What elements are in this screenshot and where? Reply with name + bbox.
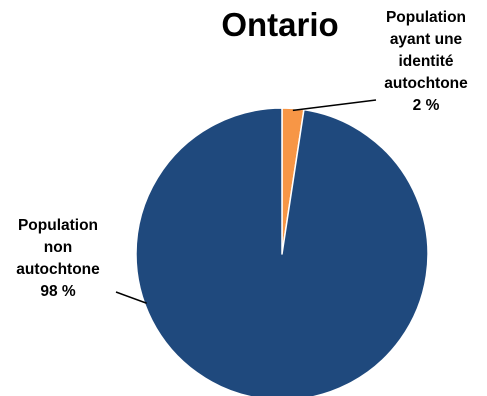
leader-lines (115, 99, 377, 304)
data-label-non-aboriginal-line-2: non (43, 239, 73, 256)
data-label-non-aboriginal-percent: 98 % (40, 283, 76, 300)
data-label-non-aboriginal-line-1: Population (17, 217, 99, 234)
data-label-aboriginal-line-3: identité (398, 53, 454, 70)
leader-line-aboriginal (292, 99, 377, 112)
leader-line-non-aboriginal (115, 291, 147, 304)
pie-slice-non-aboriginal (135, 107, 429, 396)
data-label-non-aboriginal-line-3: autochtone (16, 261, 100, 278)
data-label-aboriginal-percent: 2 % (412, 97, 440, 114)
data-label-aboriginal-line-2: ayant une (389, 31, 463, 48)
data-label-non-aboriginal: Population non autochtone 98 % (0, 215, 116, 303)
pie-slices (135, 107, 429, 396)
data-label-aboriginal: Population ayant une identité autochtone… (365, 7, 487, 117)
chart-title: Ontario (221, 6, 339, 43)
data-label-aboriginal-line-1: Population (385, 9, 467, 26)
data-label-aboriginal-line-4: autochtone (384, 75, 468, 92)
